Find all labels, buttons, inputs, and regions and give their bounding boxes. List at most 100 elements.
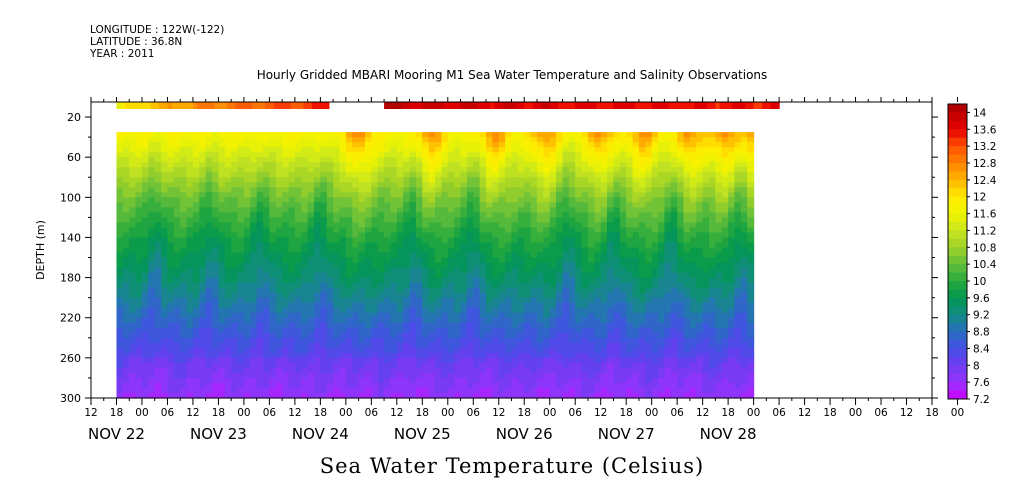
x-tick-label: 18 — [314, 407, 327, 419]
colorbar-label: 7.2 — [973, 394, 990, 406]
x-tick-label: 18 — [110, 407, 123, 419]
x-tick-label: 06 — [161, 407, 175, 419]
variable-title: Sea Water Temperature (Celsius) — [319, 454, 705, 478]
colorbar-step — [948, 289, 967, 299]
x-tick-label: 00 — [237, 407, 250, 419]
colorbar-label: 14 — [973, 107, 987, 119]
y-axis-label: DEPTH (m) — [34, 220, 47, 280]
colorbar-step — [948, 230, 967, 240]
colorbar-step — [948, 112, 967, 122]
x-tick-label: 00 — [849, 407, 862, 419]
colorbar-step — [948, 323, 967, 332]
colorbar-label: 12.8 — [973, 158, 996, 170]
x-tick-label: 00 — [135, 407, 148, 419]
y-tick-label: 100 — [60, 191, 81, 204]
colorbar-step — [948, 373, 967, 383]
colorbar-step — [948, 163, 967, 172]
x-day-label: NOV 22 — [88, 425, 145, 443]
x-tick-label: 06 — [263, 407, 277, 419]
colorbar-step — [948, 196, 967, 206]
colorbar-label: 12.4 — [973, 175, 997, 187]
colorbar-step — [948, 104, 967, 113]
colorbar-step — [948, 146, 967, 155]
x-day-label: NOV 26 — [496, 425, 553, 443]
x-tick-label: 06 — [772, 407, 786, 419]
colorbar-step — [948, 137, 967, 147]
x-day-label: NOV 25 — [394, 425, 451, 443]
year-label: YEAR : 2011 — [90, 48, 155, 60]
x-tick-label: 12 — [798, 407, 811, 419]
x-tick-label: 06 — [670, 407, 684, 419]
colorbar-label: 8.8 — [973, 327, 990, 339]
latitude-label: LATITUDE : 36.8N — [90, 36, 183, 48]
colorbar-label: 10.8 — [973, 242, 996, 254]
x-tick-label: 12 — [594, 407, 607, 419]
y-tick-label: 60 — [67, 151, 81, 164]
colorbar-step — [948, 281, 967, 290]
colorbar: 14 13.6 13.2 12.8 12.4 12 11.6 11.2 10.8 10.4 10 9.… — [947, 103, 997, 406]
colorbar-label: 11.2 — [973, 225, 996, 237]
x-tick-label: 12 — [492, 407, 505, 419]
colorbar-step — [948, 297, 967, 307]
colorbar-step — [948, 179, 967, 189]
surface-temperature-band — [116, 102, 780, 110]
x-tick-label: 18 — [212, 407, 225, 419]
x-tick-label: 18 — [619, 407, 632, 419]
x-tick-label: 18 — [416, 407, 429, 419]
x-day-label: NOV 23 — [190, 425, 247, 443]
x-tick-label: 12 — [390, 407, 403, 419]
colorbar-label: 12 — [973, 192, 986, 204]
x-tick-label: 18 — [925, 407, 938, 419]
colorbar-step — [948, 390, 967, 400]
x-day-label: NOV 28 — [700, 425, 757, 443]
colorbar-step — [948, 120, 967, 130]
colorbar-label: 9.2 — [973, 310, 990, 322]
x-tick-label: 12 — [84, 407, 97, 419]
x-tick-label: 18 — [518, 407, 531, 419]
colorbar-step — [948, 340, 967, 349]
x-tick-label: 12 — [900, 407, 913, 419]
x-tick-label: 06 — [467, 407, 481, 419]
y-tick-label: 300 — [60, 392, 81, 405]
colorbar-label: 11.6 — [973, 209, 997, 221]
x-tick-label: 06 — [569, 407, 583, 419]
x-tick-label: 12 — [696, 407, 709, 419]
colorbar-label: 10.4 — [973, 259, 997, 271]
colorbar-step — [948, 272, 967, 282]
colorbar-label: 7.6 — [973, 377, 990, 389]
y-tick-label: 20 — [67, 111, 81, 124]
colorbar-step — [948, 129, 967, 139]
y-tick-label: 260 — [60, 352, 81, 365]
colorbar-label: 9.6 — [973, 293, 990, 305]
colorbar-step — [948, 255, 967, 265]
colorbar-label: 10 — [973, 276, 986, 288]
y-axis: 20 60 100 140 180 220 260 300 DEPTH (m) — [34, 111, 938, 405]
colorbar-step — [948, 306, 967, 316]
colorbar-step — [948, 222, 967, 231]
x-tick-label: 00 — [645, 407, 658, 419]
x-tick-label: 06 — [874, 407, 888, 419]
x-tick-label: 00 — [339, 407, 352, 419]
colorbar-label: 13.2 — [973, 141, 996, 153]
colorbar-label: 8.4 — [973, 343, 990, 355]
x-day-label: NOV 27 — [598, 425, 655, 443]
chart-title: Hourly Gridded MBARI Mooring M1 Sea Wate… — [256, 68, 768, 82]
colorbar-step — [948, 382, 967, 391]
temperature-field — [116, 132, 755, 399]
x-tick-label: 12 — [288, 407, 301, 419]
colorbar-step — [948, 154, 967, 164]
x-tick-label: 18 — [823, 407, 836, 419]
colorbar-step — [948, 171, 967, 181]
colorbar-step — [948, 331, 967, 341]
y-tick-label: 140 — [60, 231, 81, 244]
y-tick-label: 220 — [60, 312, 81, 325]
longitude-label: LONGITUDE : 122W(-122) — [90, 24, 225, 36]
x-tick-label: 00 — [747, 407, 760, 419]
colorbar-step — [948, 247, 967, 257]
x-axis: 12 18 00 06 12 18 00 06 12 18 00 06 12 18 00 06 12 18 00 06… — [84, 97, 964, 443]
x-tick-label: 00 — [441, 407, 454, 419]
x-tick-label: 00 — [543, 407, 556, 419]
x-tick-label: 18 — [721, 407, 734, 419]
colorbar-step — [948, 314, 967, 324]
